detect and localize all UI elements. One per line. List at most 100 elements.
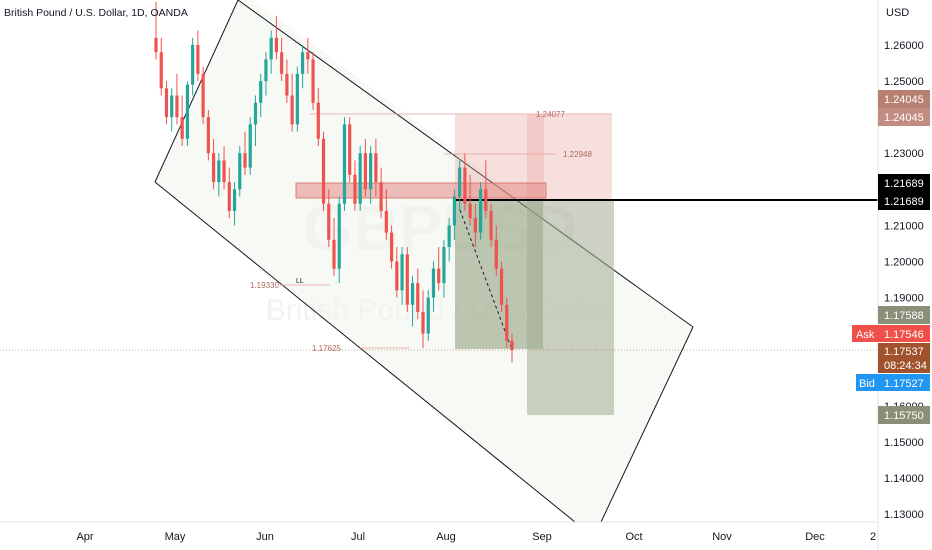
candle-up[interactable] xyxy=(191,45,195,85)
candle-down[interactable] xyxy=(473,218,477,233)
candle-down[interactable] xyxy=(505,304,509,341)
badge-ask-text: 1.17546 xyxy=(884,329,924,341)
candle-down[interactable] xyxy=(180,117,184,139)
candle-down[interactable] xyxy=(437,268,441,284)
candle-up[interactable] xyxy=(342,124,347,204)
candle-down[interactable] xyxy=(321,138,326,204)
candle-up[interactable] xyxy=(238,153,242,190)
candle-down[interactable] xyxy=(206,117,210,154)
candle-down[interactable] xyxy=(316,102,320,139)
candle-up[interactable] xyxy=(264,59,268,82)
badge-ask[interactable]: 1.17546 xyxy=(878,325,930,342)
projection-dashed-line xyxy=(459,209,513,351)
candle-down[interactable] xyxy=(274,37,279,53)
badge-target-low[interactable]: 1.15750 xyxy=(878,406,930,424)
badge-target-top[interactable]: 1.24045 xyxy=(878,90,930,108)
candle-down[interactable] xyxy=(494,239,498,269)
candle-down[interactable] xyxy=(222,160,226,183)
candle-up[interactable] xyxy=(217,160,221,183)
candle-up[interactable] xyxy=(170,95,174,118)
candle-down[interactable] xyxy=(280,52,284,74)
candle-down[interactable] xyxy=(290,95,294,125)
candle-down[interactable] xyxy=(201,73,205,118)
badge-level-top[interactable]: 1.21689 xyxy=(878,174,930,192)
candle-down[interactable] xyxy=(306,52,310,60)
candle-up[interactable] xyxy=(269,37,273,60)
x-tick-label: Sep xyxy=(532,531,552,543)
candle-down[interactable] xyxy=(499,268,504,305)
x-tick-label: Oct xyxy=(625,531,642,543)
candle-up[interactable] xyxy=(431,268,436,298)
y-tick-label: 1.19000 xyxy=(884,293,924,305)
x-tick-label: Aug xyxy=(436,531,456,543)
candle-up[interactable] xyxy=(426,297,430,334)
candle-down[interactable] xyxy=(243,153,247,168)
candle-up[interactable] xyxy=(442,247,446,284)
candle-down[interactable] xyxy=(211,153,216,183)
candle-up[interactable] xyxy=(452,196,457,226)
candle-down[interactable] xyxy=(489,210,493,240)
candle-down[interactable] xyxy=(405,254,409,305)
annotation-mid: 1.22948 xyxy=(563,150,592,159)
annotation-left-low: 1.19330 xyxy=(250,281,279,290)
bid-label[interactable]: Bid xyxy=(856,374,878,391)
y-tick-label: 1.23000 xyxy=(884,148,924,160)
candle-down[interactable] xyxy=(363,153,368,190)
candle-up[interactable] xyxy=(458,167,462,197)
candle-down[interactable] xyxy=(484,189,488,211)
candle-up[interactable] xyxy=(358,153,362,204)
candle-down[interactable] xyxy=(395,261,399,291)
channel-upper-line[interactable] xyxy=(237,0,694,328)
candle-down[interactable] xyxy=(468,203,472,219)
target-zone-extended[interactable] xyxy=(527,200,614,415)
y-tick-label: 1.13000 xyxy=(884,509,924,521)
candle-up[interactable] xyxy=(185,84,190,139)
ask-label[interactable]: Ask xyxy=(852,325,878,342)
candle-up[interactable] xyxy=(337,203,341,269)
candle-up[interactable] xyxy=(447,225,451,248)
candle-up[interactable] xyxy=(295,73,299,125)
candle-down[interactable] xyxy=(285,73,289,96)
badge-level-bottom[interactable]: 1.21689 xyxy=(878,192,930,210)
x-tick-label: Jun xyxy=(256,531,274,543)
bid-label-text: Bid xyxy=(859,378,875,390)
candle-down[interactable] xyxy=(389,232,394,262)
candle-down[interactable] xyxy=(421,311,425,334)
candle-down[interactable] xyxy=(384,210,388,233)
badge-target-top-text: 1.24045 xyxy=(884,94,924,106)
candle-down[interactable] xyxy=(175,95,179,118)
candle-down[interactable] xyxy=(159,52,163,89)
candle-down[interactable] xyxy=(332,239,336,269)
candle-up[interactable] xyxy=(369,153,373,190)
candle-up[interactable] xyxy=(232,189,237,211)
candle-down[interactable] xyxy=(196,45,200,74)
badge-stop-text: 1.17588 xyxy=(884,310,924,322)
candle-up[interactable] xyxy=(478,189,483,233)
candle-down[interactable] xyxy=(311,59,315,103)
candle-down[interactable] xyxy=(374,153,378,183)
candle-down[interactable] xyxy=(463,167,467,204)
badge-current-price[interactable]: 1.17537 08:24:34 xyxy=(878,343,930,373)
candle-up[interactable] xyxy=(300,52,305,74)
candle-down[interactable] xyxy=(327,203,331,240)
supply-band[interactable] xyxy=(295,182,547,199)
candle-up[interactable] xyxy=(410,283,415,305)
candle-up[interactable] xyxy=(259,81,263,103)
channel-lower-line[interactable] xyxy=(154,181,576,523)
candle-down[interactable] xyxy=(154,37,158,53)
candle-up[interactable] xyxy=(400,254,404,291)
badge-stop[interactable]: 1.17588 xyxy=(878,306,930,324)
candle-down[interactable] xyxy=(510,340,514,351)
candle-down[interactable] xyxy=(348,124,352,175)
candle-up[interactable] xyxy=(253,102,258,125)
badge-bid[interactable]: 1.17527 xyxy=(878,374,930,391)
candle-down[interactable] xyxy=(353,174,357,204)
candle-up[interactable] xyxy=(248,124,252,168)
candle-down[interactable] xyxy=(227,182,231,211)
candle-down[interactable] xyxy=(416,283,420,312)
candle-down[interactable] xyxy=(379,182,383,211)
x-tick-label: Apr xyxy=(76,531,93,543)
badge-target-bottom[interactable]: 1.24045 xyxy=(878,108,930,126)
candle-down[interactable] xyxy=(164,88,169,118)
